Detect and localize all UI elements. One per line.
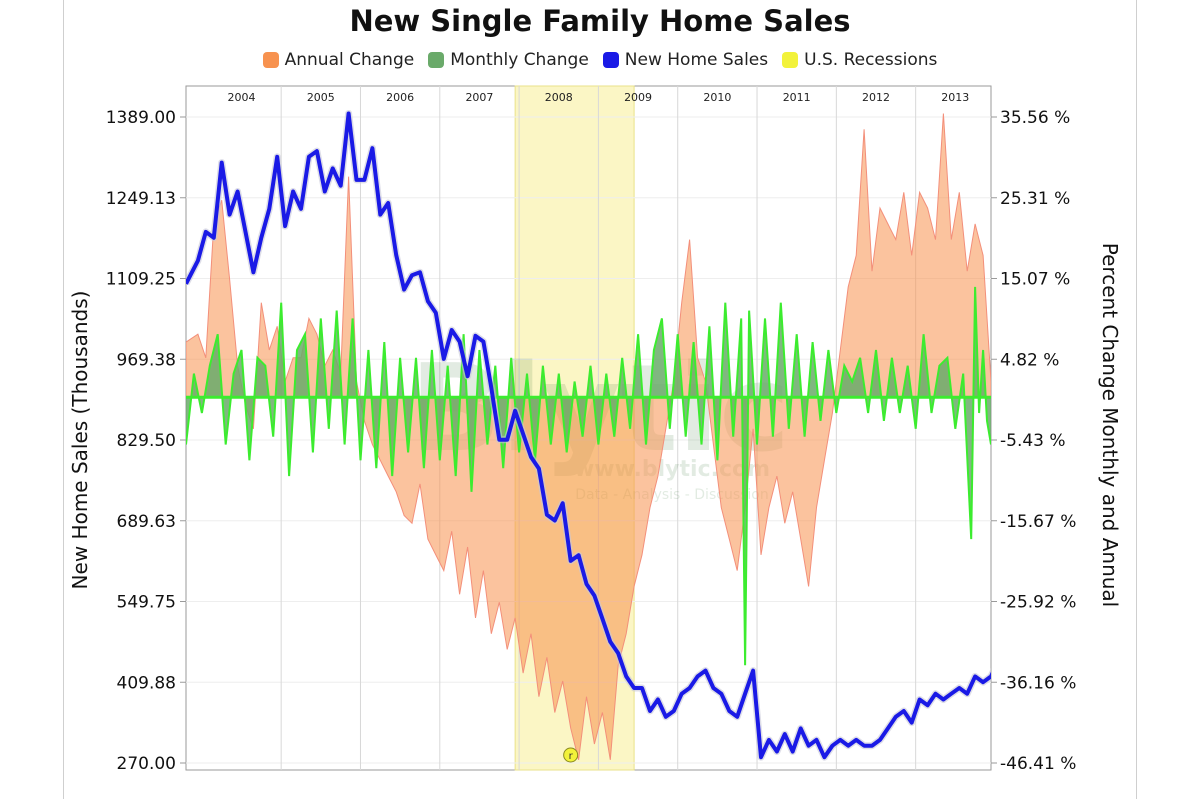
right-tick-label: -25.92 % bbox=[1000, 593, 1076, 613]
right-tick-label: 25.31 % bbox=[1000, 189, 1070, 209]
legend-swatch bbox=[428, 52, 445, 68]
year-label: 2013 bbox=[941, 91, 969, 104]
left-tick-label: 829.50 bbox=[117, 431, 176, 451]
left-tick-label: 409.88 bbox=[117, 673, 176, 693]
legend-item[interactable]: Monthly Change bbox=[428, 50, 589, 70]
year-label: 2011 bbox=[783, 91, 811, 104]
chart-legend: Annual Change Monthly Change New Home Sale… bbox=[0, 50, 1200, 73]
recession-marker bbox=[563, 747, 579, 763]
right-tick-label: -36.16 % bbox=[1000, 673, 1076, 693]
year-label: 2006 bbox=[386, 91, 414, 104]
right-tick-label: 4.82 % bbox=[1000, 350, 1059, 370]
series-group bbox=[186, 110, 991, 761]
legend-swatch bbox=[602, 52, 619, 68]
legend-label: Monthly Change bbox=[450, 50, 589, 70]
year-label: 2010 bbox=[703, 91, 731, 104]
new-home-sales-line bbox=[186, 111, 991, 760]
left-tick-label: 1389.00 bbox=[106, 108, 176, 128]
year-label: 2004 bbox=[228, 91, 256, 104]
left-tick-label: 969.38 bbox=[117, 350, 176, 370]
recession-marker-label: r bbox=[569, 751, 574, 762]
year-label: 2007 bbox=[465, 91, 493, 104]
right-tick-label: 35.56 % bbox=[1000, 108, 1070, 128]
legend-swatch bbox=[782, 52, 799, 68]
legend-item[interactable]: Annual Change bbox=[262, 50, 415, 70]
left-tick-label: 689.63 bbox=[117, 512, 176, 532]
legend-label: U.S. Recessions bbox=[804, 50, 938, 70]
right-tick-label: 15.07 % bbox=[1000, 270, 1070, 290]
year-label: 2008 bbox=[545, 91, 573, 104]
legend-item[interactable]: U.S. Recessions bbox=[782, 50, 937, 70]
left-tick-label: 549.75 bbox=[117, 593, 176, 613]
legend-label: New Home Sales bbox=[624, 50, 769, 70]
frame-left-line bbox=[63, 0, 64, 799]
left-tick-label: 1249.13 bbox=[106, 189, 176, 209]
legend-label: Annual Change bbox=[284, 50, 415, 70]
year-label: 2009 bbox=[624, 91, 652, 104]
legend-swatch bbox=[262, 52, 279, 68]
chart-title: New Single Family Home Sales bbox=[349, 4, 851, 38]
right-tick-label: -46.41 % bbox=[1000, 754, 1076, 774]
right-tick-label: -15.67 % bbox=[1000, 512, 1076, 532]
year-label: 2012 bbox=[862, 91, 890, 104]
right-tick-label: -5.43 % bbox=[1000, 431, 1066, 451]
monthly-change-line bbox=[186, 286, 991, 666]
year-label: 2005 bbox=[307, 91, 335, 104]
left-tick-label: 1109.25 bbox=[106, 270, 176, 290]
legend-item[interactable]: New Home Sales bbox=[602, 50, 769, 70]
left-tick-label: 270.00 bbox=[117, 754, 176, 774]
frame-right-line bbox=[1136, 0, 1137, 799]
